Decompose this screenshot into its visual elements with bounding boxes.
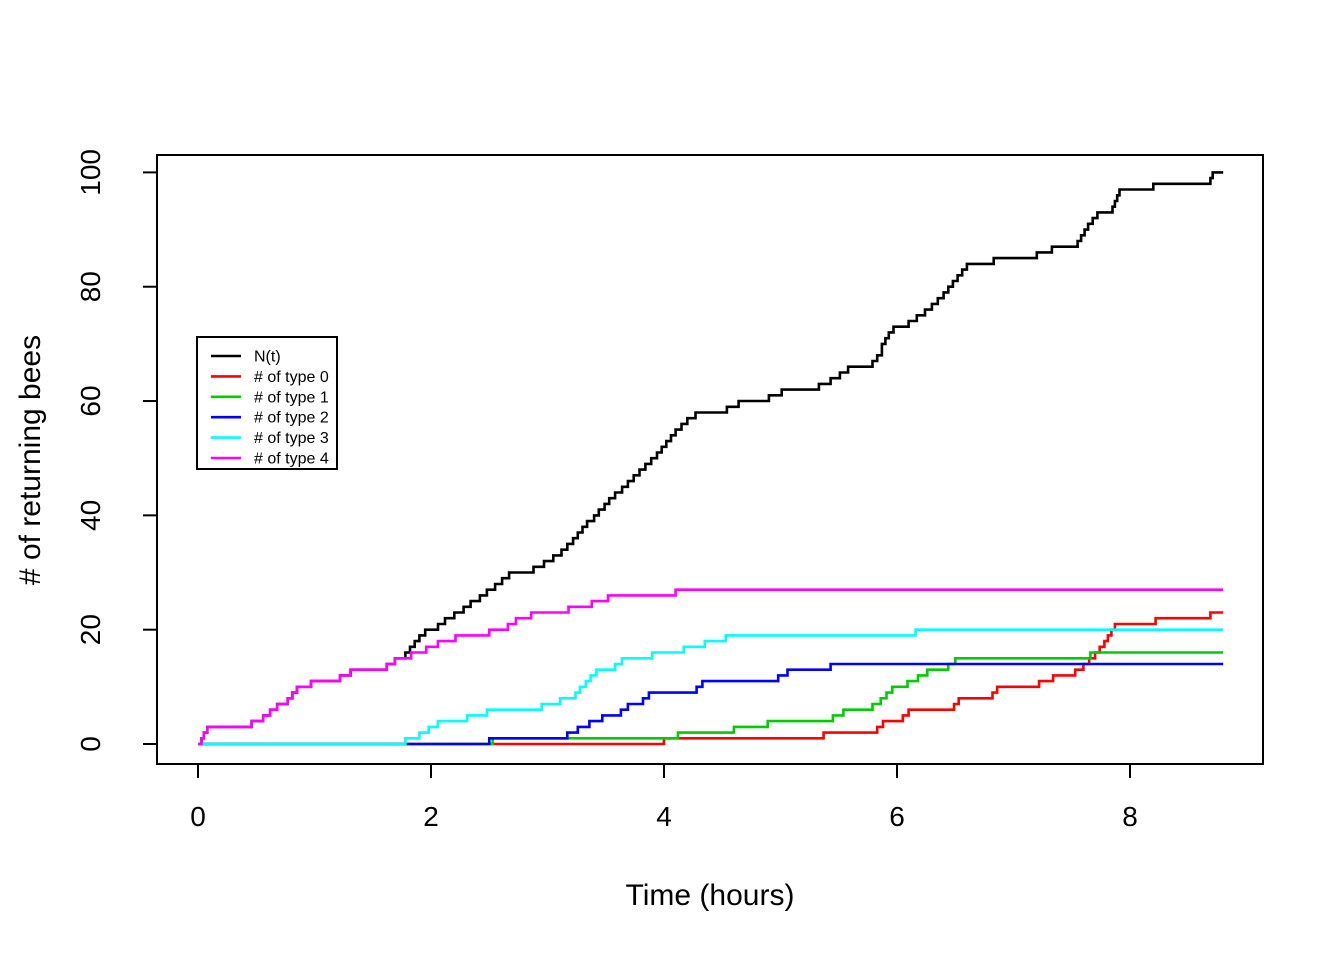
x-tick-label: 2 [423, 801, 439, 832]
legend-item-label-3: # of type 2 [254, 410, 329, 427]
legend-item-label-0: N(t) [254, 349, 281, 366]
y-tick-label: 40 [75, 500, 106, 531]
legend: N(t) # of type 0 # of type 1 # of type 2 # o… [196, 336, 338, 470]
y-tick-label: 80 [75, 271, 106, 302]
y-tick-label: 20 [75, 614, 106, 645]
x-tick-label: 8 [1122, 801, 1138, 832]
series-line-5 [198, 588, 1224, 746]
x-tick-label: 0 [190, 801, 206, 832]
x-axis-title: Time (hours) [626, 879, 795, 912]
y-tick-label: 0 [75, 736, 106, 752]
legend-item-label-2: # of type 1 [254, 389, 329, 406]
y-axis-title: # of returning bees [14, 335, 47, 585]
series-layer [198, 171, 1224, 746]
x-tick-label: 4 [656, 801, 672, 832]
series-line-4 [198, 628, 1224, 746]
series-line-3 [198, 662, 1224, 746]
plot-box [156, 154, 1264, 765]
legend-box [196, 336, 338, 470]
series-line-1 [198, 611, 1224, 746]
y-tick-label: 60 [75, 385, 106, 416]
y-tick-label: 100 [75, 149, 106, 196]
x-tick-label: 6 [889, 801, 905, 832]
legend-item-label-1: # of type 0 [254, 369, 329, 386]
legend-item-label-5: # of type 4 [254, 451, 329, 468]
series-line-2 [198, 651, 1224, 746]
legend-item-label-4: # of type 3 [254, 430, 329, 447]
